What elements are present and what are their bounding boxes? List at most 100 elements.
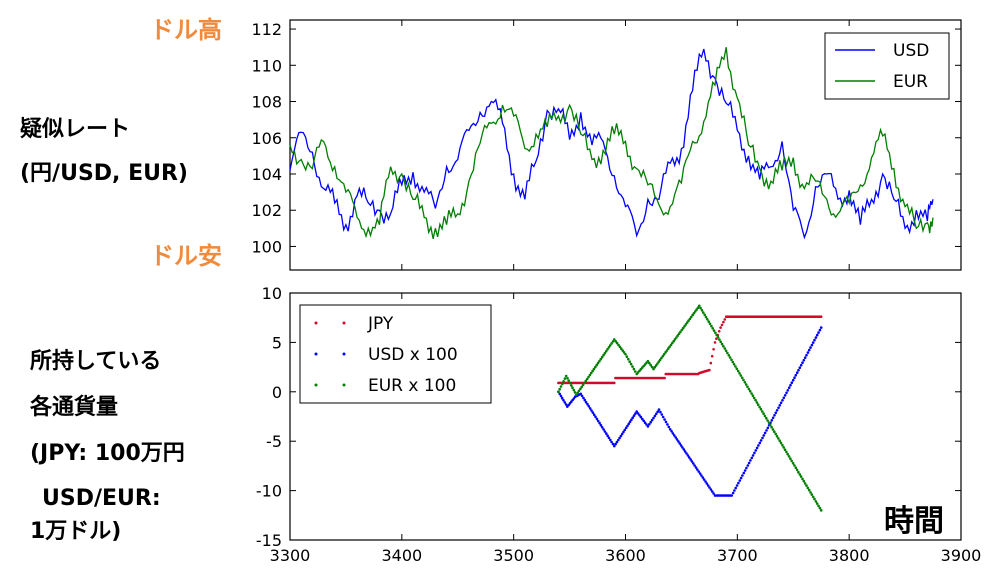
- data-point: [688, 317, 692, 321]
- data-point: [814, 500, 818, 503]
- data-point: [617, 343, 620, 347]
- data-point: [668, 345, 671, 349]
- legend-label: EUR: [893, 72, 928, 92]
- data-point: [594, 415, 597, 419]
- data-point: [756, 403, 760, 407]
- data-point: [669, 343, 673, 347]
- data-point: [762, 434, 766, 437]
- x-tick-label: 3900: [941, 546, 982, 565]
- data-point: [599, 357, 602, 361]
- data-point: [679, 444, 683, 447]
- data-point: [715, 333, 718, 337]
- data-point: [634, 370, 637, 373]
- data-point: [649, 363, 652, 367]
- data-point: [785, 450, 788, 454]
- data-point: [781, 399, 784, 402]
- data-point: [645, 423, 648, 426]
- data-point: [782, 446, 785, 449]
- data-point: [588, 373, 592, 377]
- data-point: [732, 363, 736, 366]
- data-point: [592, 367, 596, 371]
- data-point: [568, 381, 572, 385]
- series-line-usd: [289, 48, 934, 240]
- y-tick-label: 10: [262, 284, 282, 303]
- data-point: [761, 410, 764, 413]
- data-point: [613, 381, 616, 385]
- data-point: [765, 429, 768, 432]
- data-point: [717, 330, 721, 333]
- data-point: [700, 474, 703, 477]
- data-point: [618, 436, 621, 440]
- legend-label: EUR x 100: [368, 376, 456, 396]
- data-point: [779, 441, 783, 445]
- data-point: [766, 426, 770, 430]
- data-point: [693, 464, 696, 467]
- data-point: [742, 378, 745, 382]
- data-point: [592, 413, 596, 417]
- data-point: [591, 411, 595, 414]
- data-point: [681, 326, 685, 330]
- data-point: [648, 423, 651, 426]
- y-tick-label: 5: [272, 333, 282, 352]
- bottom-plot: -15 -10 -5 0 5 10 3300 3400 3500 3600 3700 3800 3900…: [256, 284, 982, 565]
- data-point: [655, 412, 658, 416]
- data-point: [771, 428, 775, 431]
- data-point: [657, 408, 661, 411]
- data-point: [626, 424, 629, 428]
- data-point: [562, 399, 565, 402]
- data-point: [770, 425, 773, 429]
- top-ylabel-line2: (円/USD, EUR): [20, 161, 188, 186]
- data-point: [730, 494, 733, 497]
- data-point: [636, 412, 640, 415]
- y-tick-label: -15: [256, 531, 282, 550]
- data-point: [658, 358, 662, 362]
- data-point: [806, 351, 810, 354]
- data-point: [698, 472, 702, 475]
- data-point: [718, 338, 721, 341]
- bottom-ylabel-line2: 各通貨量: [30, 395, 119, 420]
- data-point: [572, 388, 576, 392]
- data-point: [754, 449, 758, 452]
- data-point: [777, 437, 780, 440]
- data-point: [603, 352, 607, 355]
- data-point: [778, 439, 781, 443]
- data-point: [610, 342, 613, 345]
- data-point: [750, 392, 753, 395]
- data-point: [731, 360, 735, 364]
- data-point: [583, 381, 586, 385]
- data-point: [561, 382, 564, 386]
- data-point: [802, 479, 806, 483]
- data-point: [618, 345, 622, 349]
- data-point: [677, 332, 681, 336]
- data-point: [683, 325, 686, 328]
- data-point: [675, 438, 679, 441]
- data-point: [799, 475, 803, 478]
- data-point: [667, 425, 671, 429]
- data-point: [731, 491, 735, 495]
- data-point: [728, 356, 732, 359]
- data-point: [774, 432, 777, 436]
- data-point: [782, 396, 786, 400]
- bottom-ylabel-line5: 1万ドル): [30, 519, 122, 544]
- data-point: [662, 352, 666, 356]
- legend-swatch: [314, 352, 318, 356]
- data-point: [558, 387, 561, 391]
- data-point: [815, 333, 819, 337]
- data-point: [595, 417, 599, 421]
- data-point: [692, 462, 695, 465]
- data-point: [610, 440, 613, 444]
- data-point: [672, 339, 675, 343]
- y-tick-label: 104: [251, 165, 282, 184]
- data-point: [615, 341, 619, 345]
- legend-swatch: [314, 383, 318, 387]
- top-ylabel-line1: 疑似レート: [20, 117, 131, 142]
- data-point: [752, 396, 756, 400]
- data-point: [628, 360, 631, 364]
- legend-bottom: JPY USD x 100 EUR x 100: [299, 304, 492, 404]
- data-point: [663, 376, 666, 380]
- data-point: [791, 378, 795, 382]
- data-point: [769, 423, 772, 427]
- data-point: [657, 360, 661, 363]
- data-point: [630, 418, 633, 422]
- data-point: [724, 349, 728, 353]
